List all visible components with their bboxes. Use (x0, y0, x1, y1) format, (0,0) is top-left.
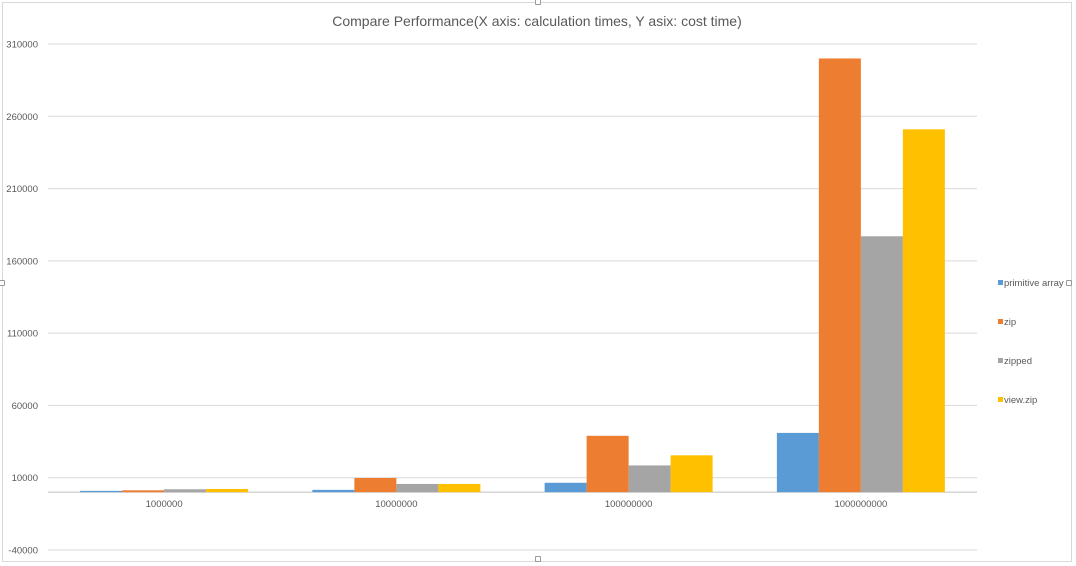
bar-primitive-array (80, 490, 123, 493)
y-tick-label: 160000 (6, 256, 38, 267)
bar-zip (818, 58, 861, 493)
bar-primitive-array (776, 432, 819, 493)
bar-zipped (396, 483, 439, 493)
resize-handle-right[interactable] (1066, 280, 1072, 286)
x-tick-label: 1000000000 (834, 499, 887, 510)
legend-label: zip (1004, 317, 1016, 328)
x-tick-label: 100000000 (605, 499, 653, 510)
bar-zip (122, 490, 165, 493)
legend-swatch (998, 319, 1003, 324)
legend-label: view.zip (1004, 395, 1037, 406)
y-tick-label: 310000 (6, 40, 38, 51)
y-tick-label: 110000 (7, 329, 38, 340)
bar-zip (586, 435, 629, 493)
bar-zipped (860, 236, 903, 493)
y-tick-label: 60000 (12, 401, 38, 412)
legend-swatch (998, 397, 1003, 402)
bar-primitive-array (544, 482, 587, 493)
bar-view-zip (206, 488, 249, 493)
bar-view-zip (670, 455, 713, 493)
x-tick-label: 1000000 (146, 499, 183, 510)
legend-swatch (998, 358, 1003, 363)
y-tick-label: 210000 (6, 184, 38, 195)
legend-swatch (998, 280, 1003, 285)
y-tick-label: 10000 (12, 473, 38, 484)
bar-view-zip (902, 129, 945, 493)
y-tick-label: 260000 (6, 112, 38, 123)
bar-zipped (164, 489, 207, 493)
resize-handle-top[interactable] (535, 0, 541, 5)
chart-title: Compare Performance(X axis: calculation … (332, 13, 742, 29)
bar-primitive-array (312, 489, 355, 493)
resize-handle-left[interactable] (0, 280, 5, 286)
legend-label: primitive array (1004, 278, 1064, 289)
legend-label: zipped (1004, 356, 1032, 367)
bar-view-zip (438, 483, 481, 493)
y-tick-label: -40000 (8, 546, 38, 557)
x-tick-label: 10000000 (375, 499, 417, 510)
bar-zipped (628, 465, 671, 493)
resize-handle-bottom[interactable] (535, 556, 541, 562)
bar-zip (354, 478, 397, 493)
